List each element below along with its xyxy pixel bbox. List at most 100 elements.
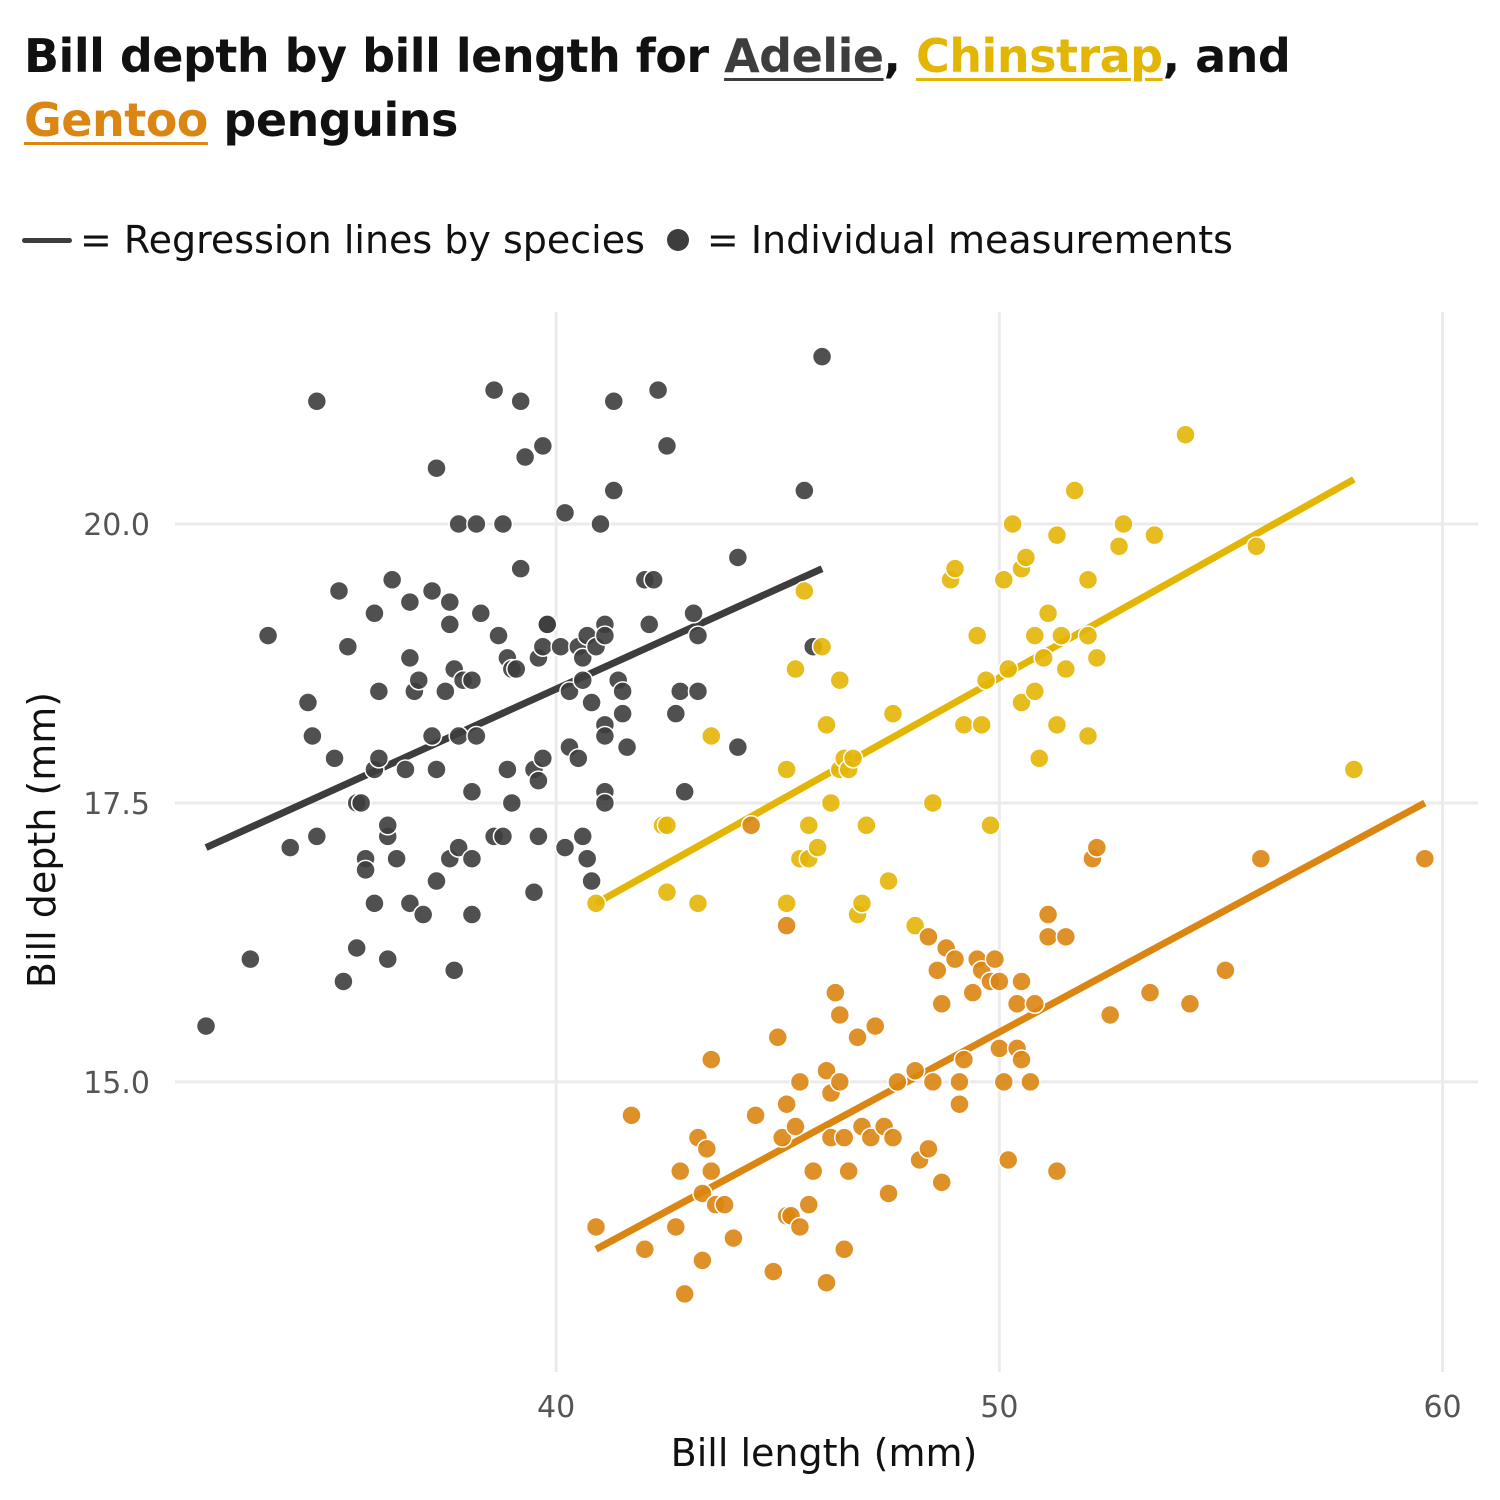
data-point-gentoo	[1011, 971, 1032, 992]
data-point-adelie	[448, 725, 469, 747]
data-point-gentoo	[745, 1105, 766, 1126]
data-point-adelie	[426, 870, 447, 892]
title-sep-2: , and	[1162, 29, 1291, 83]
regression-line-chinstrap	[594, 476, 1356, 907]
data-point-adelie	[426, 457, 447, 479]
data-point-adelie	[492, 513, 514, 535]
data-point-adelie	[364, 893, 385, 914]
data-point-adelie	[377, 948, 398, 970]
title-suffix: penguins	[207, 93, 458, 147]
data-point-gentoo	[776, 1093, 797, 1115]
title-prefix: Bill depth by bill length for	[24, 29, 725, 83]
data-point-gentoo	[674, 1283, 695, 1305]
data-point-chinstrap	[1037, 603, 1059, 624]
data-point-gentoo	[585, 1216, 607, 1238]
data-point-chinstrap	[1343, 759, 1365, 780]
data-point-adelie	[448, 837, 469, 858]
data-point-gentoo	[767, 1027, 788, 1048]
data-point-chinstrap	[1077, 569, 1099, 591]
data-point-gentoo	[1099, 1004, 1121, 1026]
measurement-dot-swatch-icon	[666, 229, 689, 251]
data-point-chinstrap	[807, 837, 828, 858]
data-point-gentoo	[692, 1183, 713, 1204]
data-point-chinstrap	[820, 792, 842, 814]
data-point-adelie	[399, 591, 421, 613]
data-point-gentoo	[847, 1027, 868, 1048]
data-point-adelie	[377, 815, 398, 836]
legend-line-text: = Regression lines by species	[80, 218, 645, 262]
data-point-gentoo	[665, 1216, 687, 1238]
data-point-adelie	[492, 826, 514, 847]
data-point-chinstrap	[1028, 748, 1050, 769]
data-point-chinstrap	[922, 792, 944, 814]
data-point-adelie	[616, 736, 638, 758]
data-point-adelie	[337, 636, 359, 657]
data-point-chinstrap	[1011, 692, 1032, 713]
data-point-adelie	[568, 748, 589, 769]
data-point-adelie	[537, 614, 558, 635]
title-species-adelie: Adelie	[724, 29, 884, 83]
data-point-gentoo	[984, 948, 1006, 970]
title-species-gentoo: Gentoo	[24, 93, 208, 147]
data-point-chinstrap	[851, 893, 873, 914]
data-point-adelie	[603, 480, 625, 501]
data-point-chinstrap	[971, 714, 992, 736]
data-point-gentoo	[776, 915, 797, 936]
data-point-gentoo	[918, 926, 939, 948]
data-point-chinstrap	[944, 558, 966, 579]
data-point-chinstrap	[1144, 524, 1165, 546]
x-tick-label: 60	[1423, 1390, 1461, 1425]
data-point-gentoo	[989, 1038, 1010, 1059]
data-point-gentoo	[669, 1160, 691, 1182]
data-point-gentoo	[798, 1194, 820, 1215]
data-point-gentoo	[962, 982, 984, 1003]
chart-title: Bill depth by bill length for Adelie, Ch…	[24, 24, 1464, 152]
data-point-gentoo	[621, 1105, 642, 1126]
data-point-chinstrap	[1033, 647, 1054, 669]
data-point-chinstrap	[975, 669, 997, 691]
data-point-chinstrap	[842, 748, 864, 769]
data-point-chinstrap	[829, 669, 851, 691]
data-point-adelie	[279, 837, 301, 858]
data-point-adelie	[426, 759, 447, 780]
data-point-chinstrap	[656, 815, 678, 836]
data-point-adelie	[510, 391, 531, 412]
data-point-adelie	[483, 379, 505, 401]
x-axis-label: Bill length (mm)	[671, 1431, 978, 1475]
data-point-adelie	[368, 748, 390, 769]
data-point-chinstrap	[776, 893, 797, 914]
data-point-gentoo	[816, 1060, 837, 1081]
regression-line-adelie	[204, 565, 824, 851]
data-point-adelie	[590, 513, 611, 535]
data-point-gentoo	[1011, 1049, 1032, 1070]
data-point-chinstrap	[953, 714, 975, 736]
data-point-adelie	[794, 480, 815, 501]
data-point-chinstrap	[904, 915, 926, 936]
data-point-adelie	[669, 681, 691, 702]
data-point-adelie	[466, 725, 487, 747]
data-point-gentoo	[918, 1138, 939, 1160]
data-point-gentoo	[833, 1127, 855, 1148]
data-point-adelie	[532, 435, 554, 457]
data-point-adelie	[297, 692, 319, 713]
data-point-chinstrap	[1077, 625, 1099, 646]
data-point-gentoo	[789, 1216, 811, 1238]
data-point-adelie	[355, 859, 376, 881]
data-point-adelie	[727, 547, 749, 568]
data-point-adelie	[594, 792, 616, 814]
data-point-gentoo	[723, 1227, 744, 1249]
data-point-adelie	[572, 826, 593, 847]
data-point-adelie	[665, 703, 687, 724]
data-point-adelie	[528, 770, 549, 791]
data-point-gentoo	[922, 1071, 944, 1093]
data-point-adelie	[594, 725, 616, 747]
data-point-adelie	[412, 904, 434, 925]
data-point-adelie	[612, 703, 633, 724]
data-point-gentoo	[634, 1239, 656, 1260]
data-point-chinstrap	[811, 636, 833, 657]
data-point-chinstrap	[980, 815, 1001, 836]
data-point-adelie	[581, 870, 602, 892]
data-point-gentoo	[1037, 904, 1059, 925]
data-point-chinstrap	[993, 569, 1015, 591]
